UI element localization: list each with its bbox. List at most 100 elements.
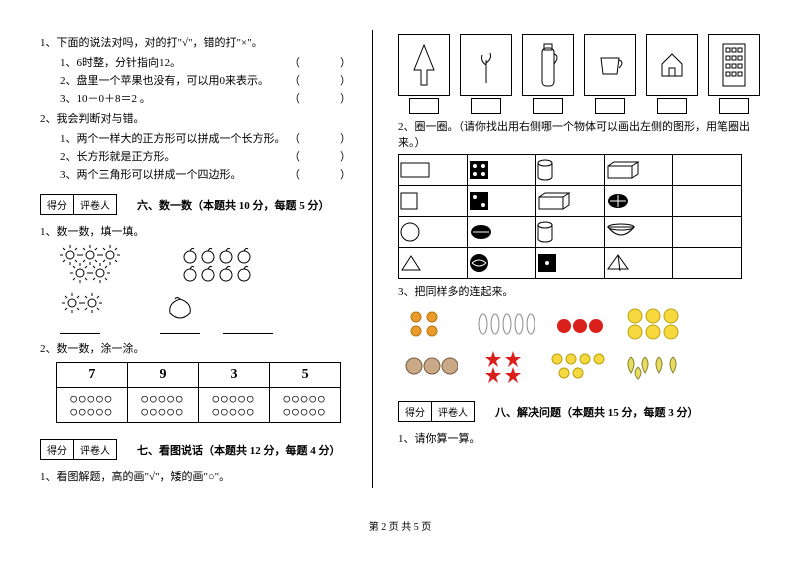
answer-box[interactable] xyxy=(471,98,501,114)
shape-square xyxy=(399,186,468,217)
answer-paren: （ ） xyxy=(289,130,357,146)
score-label: 得分 xyxy=(41,195,74,214)
table-cell: ○○○○○○○○○○ xyxy=(198,388,269,423)
peach-icon xyxy=(160,296,200,321)
q8-1: 1、请你算一算。 xyxy=(398,430,760,446)
suns-icon xyxy=(60,245,150,285)
pair-house xyxy=(646,34,698,114)
answer-box[interactable] xyxy=(595,98,625,114)
corn-5[interactable] xyxy=(475,309,535,339)
answer-paren: （ ） xyxy=(289,72,357,88)
q6-1: 1、数一数，填一填。 xyxy=(40,223,357,239)
q1-intro: 1、下面的说法对吗，对的打"√"，错的打"×"。 xyxy=(40,34,357,50)
smiley-6[interactable] xyxy=(625,307,681,341)
page-footer: 第 2 页 共 5 页 xyxy=(40,518,760,533)
height-compare-row xyxy=(398,34,760,114)
circles: ○○○○○ xyxy=(141,405,184,418)
circle-table xyxy=(398,154,742,279)
circles: ○○○○○ xyxy=(70,392,113,405)
count-row-1 xyxy=(60,245,357,285)
q2-intro: 2、我会判断对与错。 xyxy=(40,110,357,126)
section8-title: 八、解决问题（本题共 15 分，每题 3 分） xyxy=(495,404,699,420)
section7-header: 得分 评卷人 七、看图说话（本题共 12 分，每题 4 分） xyxy=(40,429,357,464)
rugby-icon[interactable] xyxy=(604,186,673,217)
table-row xyxy=(399,248,742,279)
table-header: 7 xyxy=(56,363,127,388)
answer-blank[interactable] xyxy=(223,321,273,334)
answer-blank[interactable] xyxy=(60,321,100,334)
apples-3[interactable] xyxy=(554,312,604,336)
answer-paren: （ ） xyxy=(289,148,357,164)
circles: ○○○○○ xyxy=(284,405,327,418)
table-header: 5 xyxy=(270,363,341,388)
suns-icon-2 xyxy=(60,291,130,321)
shape-circle xyxy=(399,217,468,248)
section8-header: 得分 评卷人 八、解决问题（本题共 15 分，每题 3 分） xyxy=(398,391,760,426)
q2-item-text: 1、两个一样大的正方形可以拼成一个长方形。 xyxy=(60,130,286,146)
table-cell: ○○○○○○○○○○ xyxy=(56,388,127,423)
page-columns: 1、下面的说法对吗，对的打"√"，错的打"×"。 1、6时整，分针指向12。 （… xyxy=(40,30,760,488)
score-label: 得分 xyxy=(41,440,74,459)
table-row: ○○○○○○○○○○ ○○○○○○○○○○ ○○○○○○○○○○ ○○○○○○○… xyxy=(56,388,340,423)
answer-paren: （ ） xyxy=(289,90,357,106)
sapling-box xyxy=(460,34,512,96)
score-box: 得分 评卷人 xyxy=(40,194,117,215)
pyramid-icon[interactable] xyxy=(604,248,673,279)
answer-blank[interactable] xyxy=(160,321,200,334)
table-header: 3 xyxy=(198,363,269,388)
section7-title: 七、看图说话（本题共 12 分，每题 4 分） xyxy=(137,442,341,458)
score-box: 得分 评卷人 xyxy=(398,401,475,422)
answer-box[interactable] xyxy=(657,98,687,114)
chicks-6[interactable] xyxy=(549,351,609,381)
empty-cell xyxy=(673,155,742,186)
dice-icon[interactable] xyxy=(467,155,536,186)
can-icon[interactable] xyxy=(536,217,605,248)
q6-2: 2、数一数，涂一涂。 xyxy=(40,340,357,356)
empty-cell xyxy=(673,217,742,248)
q1-item-text: 3、10－0＋8＝2 。 xyxy=(60,90,151,106)
match-grid xyxy=(398,307,760,383)
grader-label: 评卷人 xyxy=(74,440,116,459)
answer-paren: （ ） xyxy=(289,166,357,182)
suns-group xyxy=(60,245,150,285)
pears-5[interactable] xyxy=(623,351,683,381)
cuboid-icon[interactable] xyxy=(604,155,673,186)
q2-right-intro: 2、圈一圈。（请你找出用右侧哪一个物体可以画出左侧的图形，用笔圈出来。） xyxy=(398,118,760,150)
apples-group xyxy=(180,245,290,285)
bears-3[interactable] xyxy=(404,354,458,378)
dice-icon[interactable] xyxy=(467,186,536,217)
score-box: 得分 评卷人 xyxy=(40,439,117,460)
ball-icon[interactable] xyxy=(467,248,536,279)
shape-triangle xyxy=(399,248,468,279)
building-box xyxy=(708,34,760,96)
answer-paren: （ ） xyxy=(289,54,357,70)
table-cell: ○○○○○○○○○○ xyxy=(270,388,341,423)
right-column: 2、圈一圈。（请你找出用右侧哪一个物体可以画出左侧的图形，用笔圈出来。） xyxy=(393,30,760,488)
pair-building xyxy=(708,34,760,114)
section6-header: 得分 评卷人 六、数一数（本题共 10 分，每题 5 分） xyxy=(40,184,357,219)
score-label: 得分 xyxy=(399,402,432,421)
answer-box[interactable] xyxy=(533,98,563,114)
count-table: 7 9 3 5 ○○○○○○○○○○ ○○○○○○○○○○ ○○○○○○○○○○… xyxy=(56,362,341,423)
blank-group xyxy=(60,291,130,334)
q2-item-text: 3、两个三角形可以拼成一个四边形。 xyxy=(60,166,242,182)
q3-right-intro: 3、把同样多的连起来。 xyxy=(398,283,760,299)
q1-item: 2、盘里一个苹果也没有，可以用0来表示。 （ ） xyxy=(40,72,357,88)
tree-box xyxy=(398,34,450,96)
can-icon[interactable] xyxy=(536,155,605,186)
cuboid-icon[interactable] xyxy=(536,186,605,217)
q7-1: 1、看图解题，高的画"√"，矮的画"○"。 xyxy=(40,468,357,484)
bowl-icon[interactable] xyxy=(604,217,673,248)
rugby-icon[interactable] xyxy=(467,217,536,248)
apples-icon xyxy=(180,245,290,285)
suns-4[interactable] xyxy=(406,309,456,339)
answer-box[interactable] xyxy=(409,98,439,114)
pair-tree xyxy=(398,34,450,114)
answer-box[interactable] xyxy=(719,98,749,114)
stars-4[interactable] xyxy=(483,349,527,383)
circles: ○○○○○ xyxy=(70,405,113,418)
empty-cell xyxy=(673,186,742,217)
dice-icon[interactable] xyxy=(536,248,605,279)
section6-title: 六、数一数（本题共 10 分，每题 5 分） xyxy=(137,197,330,213)
circles: ○○○○○ xyxy=(141,392,184,405)
